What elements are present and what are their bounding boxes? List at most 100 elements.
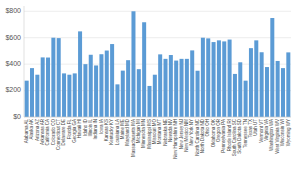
bar <box>115 84 119 117</box>
bar <box>110 44 114 117</box>
x-tick-label: California CA <box>45 119 50 146</box>
bar <box>89 55 93 117</box>
bar <box>142 22 146 117</box>
x-tick-label: Idaho ID <box>83 118 88 136</box>
x-tick-label: Montana MT <box>157 119 162 145</box>
x-tick-label: Michigan MI <box>136 119 141 143</box>
x-tick-label: Iowa IA <box>99 119 104 134</box>
x-tick-label: Washington WA <box>269 119 274 151</box>
bar <box>73 73 77 117</box>
y-axis-line <box>24 6 25 117</box>
x-axis: Alabama ALAlaska AKArizona AZArkansas AR… <box>24 118 291 159</box>
bar <box>46 58 50 117</box>
bar <box>35 75 39 117</box>
x-tick-label: Massachusetts MA <box>131 119 136 157</box>
bar <box>30 68 34 117</box>
bar <box>137 69 141 117</box>
x-tick-label: Illinois IL <box>88 119 93 137</box>
y-tick-label: $200 <box>5 86 21 93</box>
grid-line <box>24 11 291 12</box>
x-tick-label: Minnesota MN <box>141 119 146 148</box>
y-tick-label: $0 <box>13 113 21 120</box>
bar <box>67 75 71 117</box>
x-tick-label: Georgia GA <box>72 119 77 143</box>
bar <box>57 38 61 117</box>
grid-line <box>24 37 291 38</box>
x-tick-label: Rhode Island RI <box>227 119 232 151</box>
bar <box>185 59 189 117</box>
x-tick-label: New Jersey NJ <box>179 119 184 149</box>
x-tick-label: New Hampshire NH <box>173 119 178 159</box>
bar <box>174 61 178 117</box>
bar <box>169 55 173 117</box>
x-tick-label: Tennessee TN <box>243 119 248 148</box>
x-tick-label: Alaska AK <box>29 119 34 140</box>
bar <box>233 74 237 117</box>
bar <box>131 11 135 117</box>
x-tick-label: North Carolina NC <box>195 118 200 156</box>
bar <box>281 68 285 117</box>
bar <box>99 54 103 117</box>
x-tick-label: Kansas KS <box>104 119 109 141</box>
bar <box>153 75 157 117</box>
x-tick-label: South Dakota SD <box>237 118 242 154</box>
bar <box>217 40 221 117</box>
bar <box>201 38 205 117</box>
bar <box>62 73 66 117</box>
bar <box>41 57 45 117</box>
bar <box>126 60 130 117</box>
y-tick-label: $600 <box>5 34 21 41</box>
bar <box>105 51 109 117</box>
grid <box>24 11 291 117</box>
bar <box>158 54 162 117</box>
x-tick-label: New York NY <box>189 119 194 146</box>
bar <box>196 71 200 117</box>
bar <box>25 81 29 117</box>
bar <box>270 18 274 117</box>
bar <box>228 40 232 117</box>
x-tick-label: Pennsylvania PA <box>221 119 226 153</box>
x-tick-label: Missouri MO <box>152 119 157 145</box>
x-tick-label: Ohio OH <box>205 119 210 137</box>
x-tick-label: Hawaii HI <box>77 119 82 138</box>
bar <box>78 31 82 117</box>
bar <box>276 61 280 117</box>
bar <box>265 67 269 117</box>
x-tick-label: Mississippi MS <box>147 119 152 149</box>
bar <box>121 71 125 117</box>
bar <box>51 38 55 117</box>
bar <box>244 81 248 117</box>
x-tick-label: Colorado CO <box>51 119 56 146</box>
x-tick-label: Utah UT <box>253 119 258 136</box>
x-tick-label: South Carolina SC <box>232 118 237 156</box>
x-tick-label: Texas TX <box>248 119 253 138</box>
chart: $0$200$400$600$800Alabama ALAlaska AKAri… <box>0 0 295 171</box>
x-tick-label: Maine ME <box>120 119 125 139</box>
bar <box>206 38 210 117</box>
x-tick-label: Nebraska NE <box>163 119 168 146</box>
bars <box>25 11 291 117</box>
bar <box>94 65 98 117</box>
bar <box>238 62 242 117</box>
x-tick-label: Arizona AZ <box>35 119 40 141</box>
x-tick-label: Delaware DE <box>61 119 66 146</box>
y-tick-label: $800 <box>5 7 21 14</box>
bar <box>180 59 184 117</box>
x-tick-label: Kentucky KY <box>109 119 114 145</box>
x-tick-label: Maryland MD <box>125 118 130 146</box>
bar <box>212 42 216 117</box>
bar <box>190 50 194 117</box>
bar <box>164 59 168 117</box>
x-tick-label: Wisconsin WI <box>280 119 285 146</box>
x-tick-label: Alabama AL <box>24 119 29 144</box>
x-tick-label: West Virginia WV <box>275 119 280 154</box>
x-tick-label: Louisiana LA <box>115 119 120 145</box>
x-tick-label: Vermont VT <box>259 119 264 143</box>
x-tick-label: Indiana IN <box>93 119 98 140</box>
x-tick-label: Oregon OR <box>216 118 221 142</box>
x-tick-label: Connecticut CT <box>56 119 61 150</box>
x-axis-line <box>24 117 291 118</box>
bar <box>83 64 87 117</box>
bar <box>222 41 226 117</box>
bar <box>254 40 258 117</box>
